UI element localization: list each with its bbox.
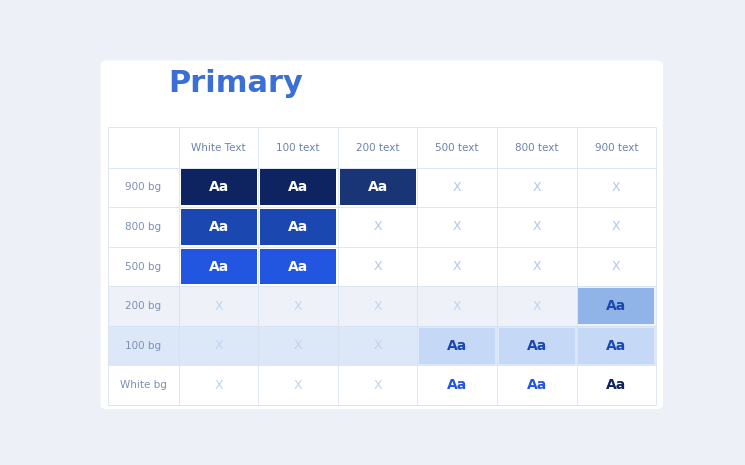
- Bar: [260, 248, 336, 285]
- Text: X: X: [294, 339, 302, 352]
- Bar: [498, 328, 575, 364]
- Bar: [260, 209, 336, 245]
- Text: X: X: [453, 220, 462, 233]
- Bar: [578, 288, 654, 324]
- Text: X: X: [533, 260, 541, 273]
- Text: 200 text: 200 text: [356, 143, 399, 153]
- Text: X: X: [453, 260, 462, 273]
- Text: X: X: [612, 220, 621, 233]
- Text: White bg: White bg: [120, 380, 167, 390]
- Bar: [180, 169, 257, 206]
- Text: X: X: [215, 299, 223, 312]
- Text: X: X: [215, 339, 223, 352]
- Text: Aa: Aa: [288, 259, 308, 273]
- Text: X: X: [215, 379, 223, 392]
- Text: X: X: [612, 181, 621, 194]
- Text: Aa: Aa: [527, 339, 547, 352]
- Text: 800 bg: 800 bg: [125, 222, 161, 232]
- Bar: [107, 286, 656, 326]
- Text: X: X: [373, 299, 382, 312]
- Text: X: X: [294, 379, 302, 392]
- Text: X: X: [294, 299, 302, 312]
- Text: X: X: [533, 220, 541, 233]
- Text: X: X: [373, 220, 382, 233]
- Text: X: X: [453, 181, 462, 194]
- Text: X: X: [453, 299, 462, 312]
- Text: Aa: Aa: [447, 339, 467, 352]
- Text: Primary: Primary: [168, 69, 303, 98]
- Bar: [180, 248, 257, 285]
- Text: Aa: Aa: [606, 339, 627, 352]
- Text: Aa: Aa: [447, 378, 467, 392]
- Text: X: X: [612, 260, 621, 273]
- Bar: [578, 328, 654, 364]
- Text: Aa: Aa: [606, 299, 627, 313]
- Text: 100 text: 100 text: [276, 143, 320, 153]
- Text: Aa: Aa: [606, 378, 627, 392]
- Text: Aa: Aa: [288, 180, 308, 194]
- Text: X: X: [533, 299, 541, 312]
- Text: Aa: Aa: [288, 220, 308, 234]
- Text: 100 bg: 100 bg: [125, 340, 161, 351]
- Text: 900 text: 900 text: [595, 143, 638, 153]
- FancyBboxPatch shape: [101, 60, 663, 409]
- Bar: [180, 209, 257, 245]
- Text: 800 text: 800 text: [515, 143, 559, 153]
- Text: 500 text: 500 text: [436, 143, 479, 153]
- Text: White Text: White Text: [191, 143, 246, 153]
- Text: Aa: Aa: [209, 220, 229, 234]
- Text: 500 bg: 500 bg: [125, 261, 161, 272]
- Text: X: X: [373, 339, 382, 352]
- Text: Aa: Aa: [367, 180, 388, 194]
- Text: Aa: Aa: [527, 378, 547, 392]
- Text: 200 bg: 200 bg: [125, 301, 161, 311]
- Bar: [107, 326, 656, 365]
- Text: X: X: [373, 379, 382, 392]
- Bar: [419, 328, 495, 364]
- Text: X: X: [373, 260, 382, 273]
- Text: Aa: Aa: [209, 180, 229, 194]
- Text: Aa: Aa: [209, 259, 229, 273]
- Bar: [260, 169, 336, 206]
- Text: 900 bg: 900 bg: [125, 182, 161, 193]
- Text: X: X: [533, 181, 541, 194]
- Bar: [340, 169, 416, 206]
